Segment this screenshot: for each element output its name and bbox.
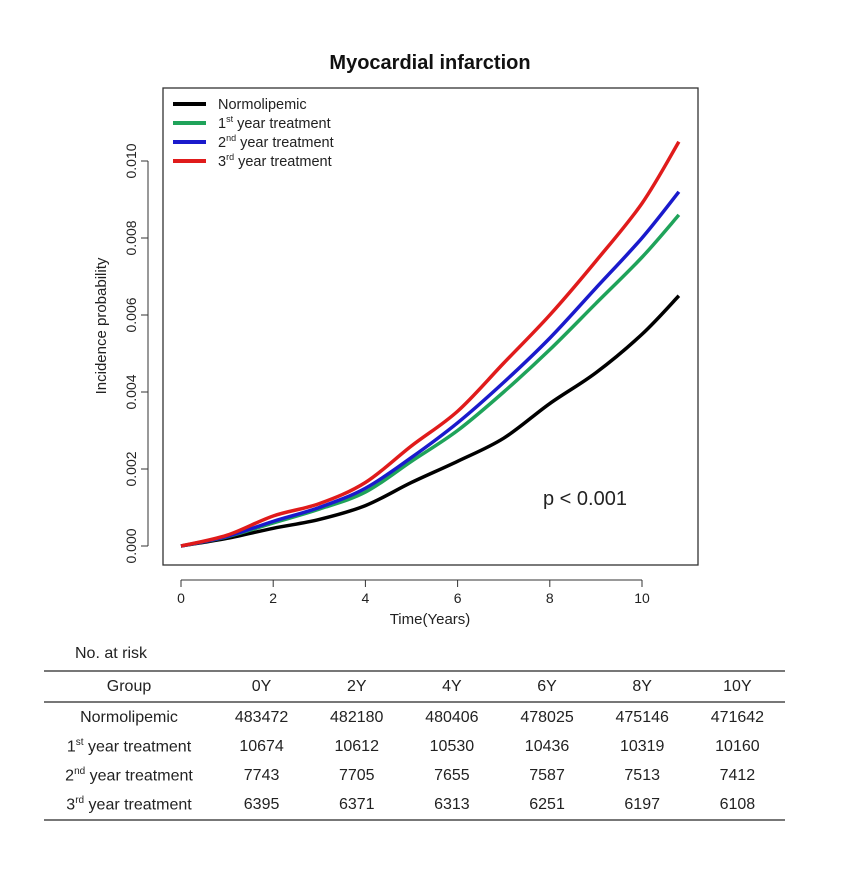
y-tick-label: 0.002 bbox=[123, 451, 139, 486]
risk-table-col-header: 4Y bbox=[442, 677, 462, 695]
series-lines bbox=[180, 140, 681, 548]
at-risk-cell: 475146 bbox=[615, 708, 669, 726]
group-sup: nd bbox=[74, 765, 86, 777]
at-risk-cell: 10612 bbox=[334, 737, 379, 755]
group-name: 1 bbox=[66, 738, 76, 756]
at-risk-cell: 10160 bbox=[715, 737, 760, 755]
at-risk-cell: 10319 bbox=[619, 737, 665, 755]
at-risk-cell: 6313 bbox=[434, 795, 470, 813]
legend-label-main: 3 bbox=[218, 154, 226, 170]
risk-table-row: Normolipemic 483472 482180 480406 478025 4751… bbox=[44, 702, 785, 732]
plot-frame bbox=[162, 87, 699, 566]
at-risk-cell: 10436 bbox=[524, 737, 570, 755]
x-axis-label: Time(Years) bbox=[390, 611, 471, 628]
x-axis: 0 2 4 6 8 10 bbox=[177, 579, 650, 606]
at-risk-cell: 7587 bbox=[529, 766, 565, 784]
at-risk-cell: 6197 bbox=[624, 795, 660, 813]
risk-table-caption: No. at risk bbox=[75, 645, 148, 662]
y-tick-label: 0.008 bbox=[123, 220, 139, 255]
group-cell: 3rd year treatment bbox=[44, 790, 214, 820]
legend-label-main: 1 bbox=[218, 116, 226, 132]
risk-table-header: Group 0Y 2Y 4Y 6Y 8Y 10Y bbox=[44, 671, 785, 702]
legend-label-rest: year treatment bbox=[236, 135, 334, 151]
group-rest: year treatment bbox=[83, 738, 192, 756]
legend-label-main: 2 bbox=[218, 135, 226, 151]
group-name: Normolipemic bbox=[80, 708, 178, 726]
at-risk-cell: 7743 bbox=[243, 766, 280, 784]
at-risk-cell: 471642 bbox=[710, 708, 765, 726]
group-sup: rd bbox=[75, 794, 85, 806]
x-tick-label: 2 bbox=[269, 590, 277, 606]
risk-table-col-header: 10Y bbox=[723, 677, 752, 695]
risk-table-col-header: 8Y bbox=[632, 677, 652, 695]
at-risk-cell: 7513 bbox=[624, 766, 660, 784]
at-risk-cell: 6251 bbox=[529, 795, 565, 813]
at-risk-cell: 6108 bbox=[719, 795, 756, 813]
legend-label-sup: rd bbox=[226, 152, 234, 162]
legend-label-sup: nd bbox=[226, 133, 236, 143]
group-cell: 2nd year treatment bbox=[44, 761, 214, 790]
chart-title: Myocardial infarction bbox=[329, 52, 530, 74]
x-tick-label: 0 bbox=[177, 590, 185, 606]
risk-table-col-header: Group bbox=[106, 677, 152, 695]
risk-table-col-header: 6Y bbox=[537, 677, 557, 695]
at-risk-cell: 483472 bbox=[234, 708, 289, 726]
at-risk-cell: 482180 bbox=[330, 708, 384, 726]
y-tick-label: 0.004 bbox=[123, 374, 139, 409]
series-line-3 bbox=[180, 140, 681, 548]
group-rest: year treatment bbox=[85, 767, 193, 785]
x-tick-label: 4 bbox=[362, 590, 370, 606]
at-risk-cell: 6395 bbox=[243, 795, 280, 813]
y-tick-label: 0.006 bbox=[123, 297, 139, 332]
y-tick-label: 0.000 bbox=[123, 528, 139, 563]
at-risk-cell: 7705 bbox=[338, 766, 375, 784]
at-risk-cell: 7655 bbox=[434, 766, 470, 784]
legend-label: 3rd year treatment bbox=[218, 152, 332, 170]
legend-label: Normolipemic bbox=[218, 97, 307, 113]
legend-label: 2nd year treatment bbox=[218, 133, 334, 151]
risk-table-row: 2nd year treatment 7743 7705 7655 7587 7513 74… bbox=[44, 761, 785, 790]
at-risk-cell: 10530 bbox=[429, 737, 475, 755]
group-name: 2 bbox=[65, 767, 75, 785]
group-name: 3 bbox=[66, 796, 76, 814]
legend-label-rest: year treatment bbox=[234, 154, 332, 170]
y-tick-label: 0.010 bbox=[123, 143, 139, 178]
series-line-0 bbox=[180, 294, 681, 548]
group-cell: Normolipemic bbox=[44, 702, 214, 732]
risk-table-col-header: 2Y bbox=[346, 677, 367, 695]
group-sup: st bbox=[75, 736, 84, 748]
at-risk-cell: 478025 bbox=[520, 708, 574, 726]
at-risk-cell: 10674 bbox=[239, 737, 284, 755]
at-risk-cell: 6371 bbox=[338, 795, 375, 813]
at-risk-cell: 7412 bbox=[719, 766, 756, 784]
x-tick-label: 10 bbox=[634, 590, 650, 606]
y-axis: 0.000 0.002 0.004 0.006 0.008 0.010 bbox=[123, 143, 149, 564]
legend-label-rest: year treatment bbox=[233, 116, 331, 132]
x-tick-label: 8 bbox=[546, 590, 554, 606]
p-value-annotation: p < 0.001 bbox=[543, 488, 627, 510]
risk-table-row: 3rd year treatment 6395 6371 6313 6251 6197 61… bbox=[44, 790, 785, 820]
group-rest: year treatment bbox=[84, 796, 192, 814]
at-risk-cell: 480406 bbox=[425, 708, 479, 726]
legend-label-sup: st bbox=[226, 114, 234, 124]
legend-label-main: Normolipemic bbox=[218, 97, 307, 113]
x-tick-label: 6 bbox=[454, 590, 462, 606]
group-cell: 1st year treatment bbox=[44, 732, 214, 761]
incidence-chart: Myocardial infarction 0 2 4 6 8 10 0.000 0.002… bbox=[93, 52, 699, 628]
series-line-2 bbox=[180, 190, 681, 548]
risk-table-col-header: 0Y bbox=[251, 677, 272, 695]
risk-table-row: 1st year treatment 10674 10612 10530 10436 10… bbox=[44, 732, 785, 761]
y-axis-label: Incidence probability bbox=[93, 257, 110, 394]
legend-label: 1st year treatment bbox=[218, 114, 331, 132]
